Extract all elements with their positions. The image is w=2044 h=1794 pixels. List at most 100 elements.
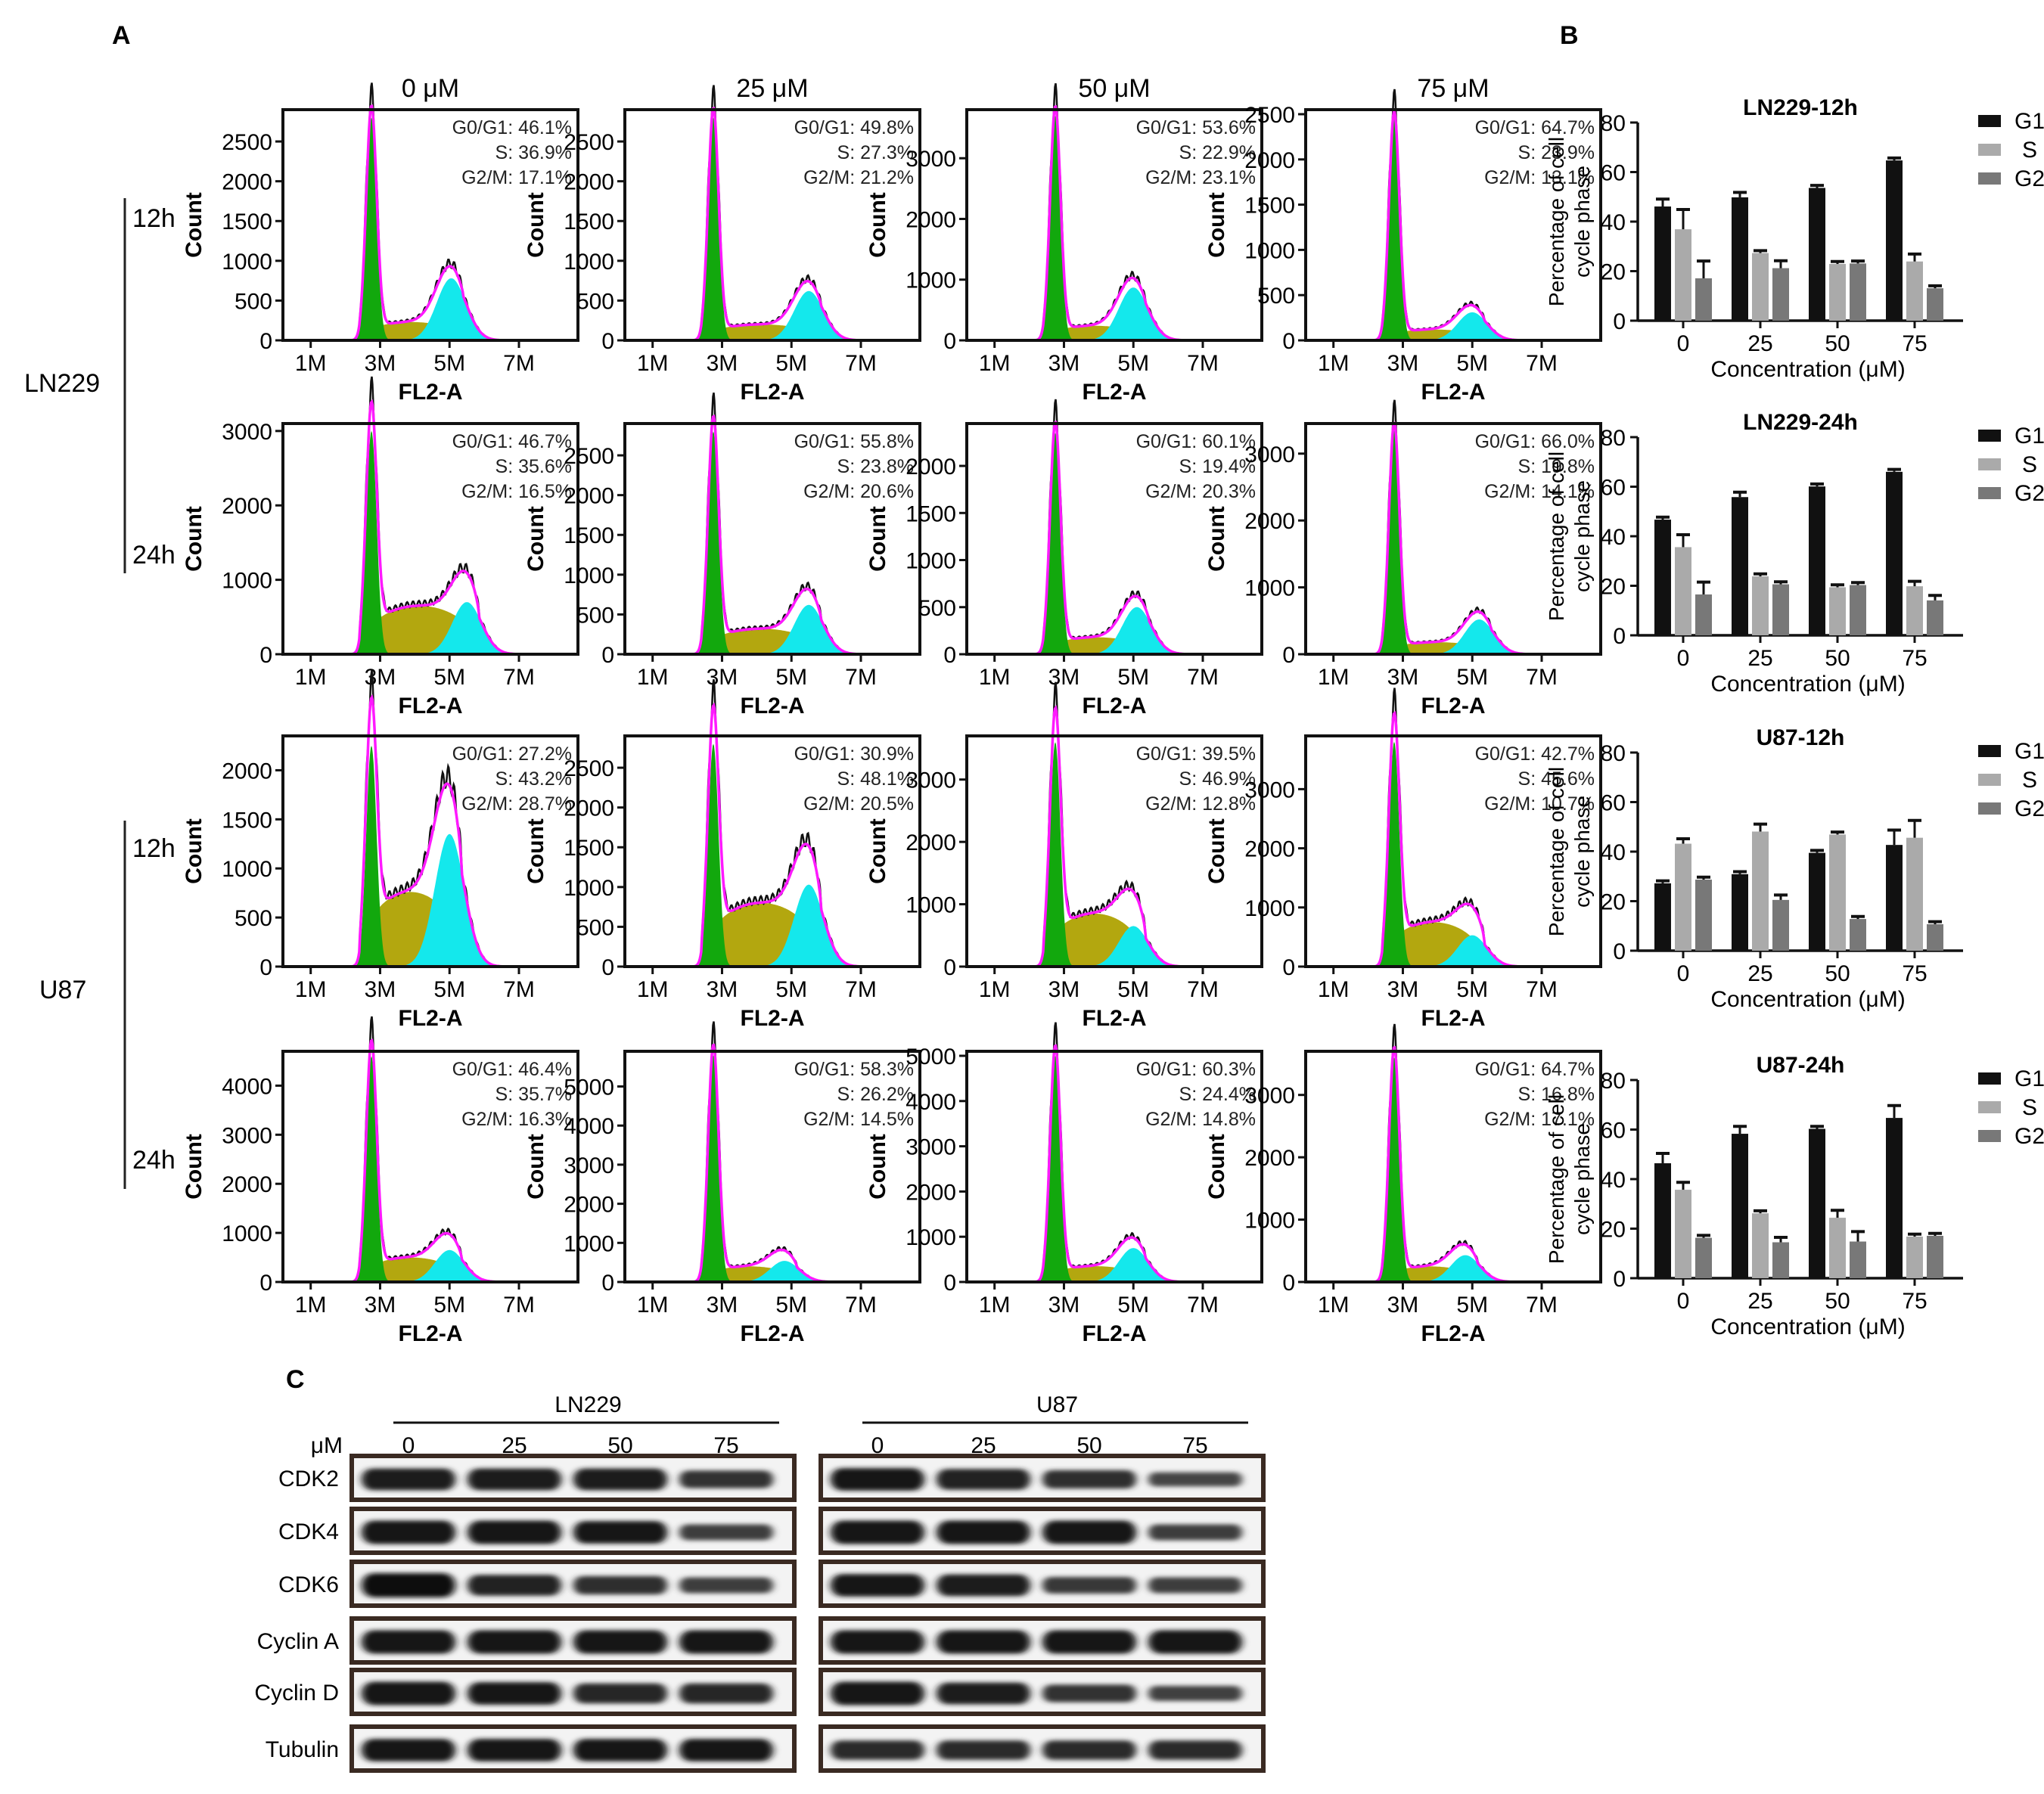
y-tick-label: 2500: [564, 756, 614, 781]
bar-s: [1829, 1218, 1846, 1278]
g0g1-peak-area: [1034, 433, 1076, 654]
protein-band: [1148, 1524, 1242, 1541]
g2m-peak-area: [402, 278, 500, 340]
legend-swatch: [1978, 745, 2001, 757]
y-axis-label: Percentage of cell cycle phase: [1545, 452, 1594, 621]
phase-percentage-g2: G2/M: 17.1%: [1484, 1109, 1595, 1130]
condition-header: 50 μM: [1078, 74, 1150, 103]
bar-s: [1752, 831, 1769, 951]
y-axis-label: Count: [523, 1134, 548, 1200]
x-tick-label: 75: [1902, 331, 1927, 356]
protein-band: [362, 1739, 455, 1761]
histogram-panel: 0 1000 2000 3000 1M 3M 5M 7M FL2-A Count G0/G1: 66…: [1204, 399, 1602, 719]
panel-label-c: C: [286, 1365, 305, 1394]
y-tick-label: 0: [1613, 1267, 1626, 1292]
phase-percentage-g1: G0/G1: 55.8%: [794, 431, 914, 452]
x-tick-label: 50: [1825, 331, 1850, 356]
bar-g2: [1772, 899, 1789, 951]
y-axis-label: Count: [523, 818, 548, 884]
x-tick-label: 5M: [433, 977, 465, 1002]
bar-s: [1829, 834, 1846, 951]
legend-label: S: [2022, 452, 2037, 477]
g2m-peak-area: [1424, 312, 1521, 340]
protein-label: CDK2: [278, 1467, 339, 1491]
x-tick-label: 7M: [1187, 665, 1219, 690]
protein-band: [1042, 1576, 1136, 1594]
x-tick-label: 5M: [1456, 665, 1488, 690]
y-axis-label: Count: [865, 192, 890, 258]
histogram-panel: 0 1000 2000 3000 1M 3M 5M 7M FL2-A Count G0/G1: 53…: [865, 82, 1263, 405]
bar-s: [1829, 264, 1846, 321]
y-tick-label: 1500: [222, 210, 272, 234]
bar-g1: [1732, 874, 1748, 951]
y-tick-label: 0: [259, 329, 272, 354]
x-tick-label: 3M: [1387, 665, 1419, 690]
y-tick-label: 2500: [564, 444, 614, 469]
phase-percentage-g1: G0/G1: 64.7%: [1475, 1059, 1595, 1080]
protein-band: [679, 1630, 773, 1654]
protein-band: [1042, 1630, 1136, 1654]
bar-s: [1675, 843, 1691, 951]
phase-percentage-s: S: 43.2%: [495, 768, 572, 790]
blot-strip: [349, 1668, 797, 1716]
y-tick-label: 0: [1613, 939, 1626, 964]
x-axis-label: FL2-A: [399, 694, 463, 719]
plot-frame: [965, 1050, 1263, 1283]
y-axis-label-line: Percentage of cell: [1545, 767, 1568, 936]
phase-percentage-g1: G0/G1: 42.7%: [1475, 743, 1595, 765]
y-tick-label: 3000: [1244, 442, 1295, 467]
protein-label: CDK6: [278, 1572, 339, 1597]
y-tick-label: 1500: [564, 836, 614, 861]
y-tick-label: 3000: [906, 1135, 956, 1160]
y-tick-label: 2000: [564, 796, 614, 821]
legend-swatch: [1978, 487, 2001, 499]
bar-g1: [1886, 160, 1903, 321]
y-tick-label: 500: [235, 289, 272, 314]
x-tick-label: 1M: [637, 665, 669, 690]
y-tick-label: 1000: [1244, 1209, 1295, 1234]
phase-percentage-g2: G2/M: 14.5%: [803, 1109, 914, 1130]
x-tick-label: 5M: [775, 665, 807, 690]
protein-band: [831, 1630, 924, 1654]
y-tick-label: 2000: [1244, 837, 1295, 862]
y-tick-label: 0: [1282, 955, 1295, 980]
legend-label: G2: [2014, 796, 2044, 821]
legend-label: S: [2022, 138, 2037, 163]
y-tick-label: 80: [1601, 111, 1626, 136]
x-tick-label: 5M: [775, 1293, 807, 1318]
phase-percentage-g2: G2/M: 13.1%: [1484, 167, 1595, 188]
bar-g1: [1732, 497, 1748, 635]
y-axis-label: Count: [182, 1134, 207, 1200]
x-tick-label: 7M: [1526, 665, 1558, 690]
protein-band: [1148, 1577, 1242, 1594]
legend-swatch: [1978, 430, 2001, 442]
blot-strip: [819, 1507, 1266, 1555]
x-tick-label: 3M: [365, 977, 396, 1002]
plot-frame: [1304, 734, 1602, 968]
histogram-panel: 0 500 1000 1500 2000 2500 1M 3M 5M 7M FL2-A Count G0…: [523, 679, 921, 1031]
plot-frame: [965, 734, 1263, 968]
y-axis-label: Count: [182, 506, 207, 572]
x-tick-label: 3M: [707, 977, 738, 1002]
phase-percentage-g1: G0/G1: 60.1%: [1136, 431, 1256, 452]
x-tick-label: 5M: [1117, 665, 1149, 690]
plot-frame: [965, 108, 1263, 342]
protein-band: [679, 1524, 773, 1541]
condition-header: 75 μM: [1417, 74, 1489, 103]
x-tick-label: 0: [1677, 331, 1690, 356]
x-tick-label: 5M: [1456, 1293, 1488, 1318]
y-tick-label: 0: [259, 1271, 272, 1296]
protein-label: Cyclin D: [254, 1681, 339, 1706]
x-axis-label: FL2-A: [399, 380, 463, 405]
plot-frame: [623, 1050, 921, 1283]
x-tick-label: 1M: [1318, 351, 1350, 376]
blot-strip: [349, 1560, 797, 1608]
phase-percentage-s: S: 26.2%: [837, 1084, 914, 1105]
bar-g2: [1850, 585, 1866, 635]
phase-percentage-g2: G2/M: 20.6%: [803, 481, 914, 502]
g0g1-peak-area: [692, 1055, 735, 1282]
protein-band: [573, 1630, 667, 1654]
phase-percentage-g2: G2/M: 16.5%: [461, 481, 572, 502]
